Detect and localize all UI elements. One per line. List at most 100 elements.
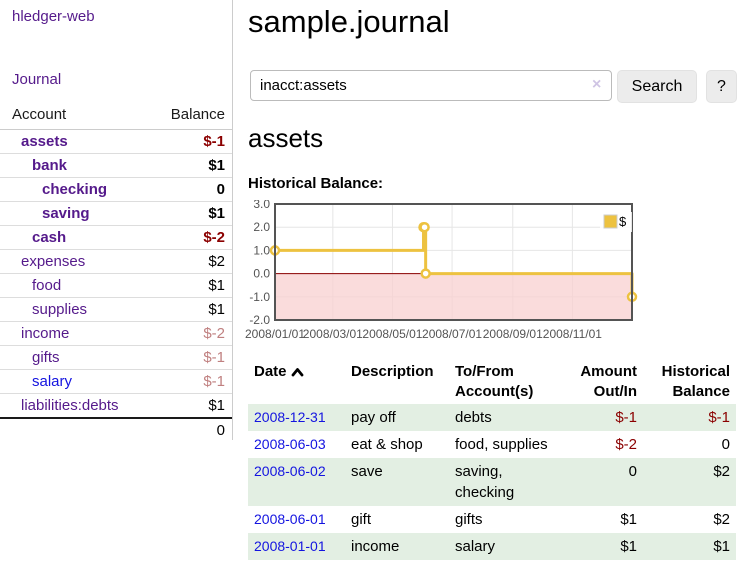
register-row: 2008-06-02 save saving, checking 0 $2 — [248, 458, 736, 506]
transaction-accounts: salary — [455, 538, 496, 555]
accounts-table: Account Balance assets $-1 bank $1 check… — [0, 103, 232, 442]
account-heading: assets — [248, 123, 324, 153]
transaction-description: eat & shop — [351, 436, 423, 453]
help-button[interactable]: ? — [706, 70, 737, 103]
sort-ascending-icon — [290, 363, 305, 383]
chart-border — [274, 203, 633, 321]
account-row: assets $-1 — [0, 130, 232, 154]
col-header-description: Description — [351, 363, 434, 380]
account-balance: $-2 — [152, 321, 232, 346]
y-tick-label: 1.0 — [253, 243, 270, 257]
account-link-assets[interactable]: assets — [21, 133, 68, 150]
account-row: supplies $1 — [0, 297, 232, 322]
transaction-description: gift — [351, 511, 372, 528]
account-row: gifts $-1 — [0, 345, 232, 370]
clear-search-icon[interactable]: × — [592, 76, 602, 93]
transaction-accounts: gifts — [455, 511, 483, 528]
account-balance: $-1 — [203, 133, 225, 150]
transaction-description: income — [351, 538, 400, 555]
account-link-bank[interactable]: bank — [32, 157, 68, 174]
account-balance: $-1 — [152, 369, 232, 394]
sidebar-item-journal[interactable]: Journal — [12, 71, 62, 88]
account-link-gifts[interactable]: gifts — [32, 349, 60, 366]
sidebar: hledger-web Journal Account Balance asse… — [0, 0, 233, 442]
account-link-cash[interactable]: cash — [32, 229, 67, 246]
account-balance: $1 — [152, 393, 232, 418]
x-tick-label: 2008/01/01 — [245, 327, 305, 341]
account-link-saving[interactable]: saving — [42, 205, 90, 222]
col-header-date[interactable]: Date — [248, 360, 345, 404]
account-balance: $1 — [152, 273, 232, 298]
register-table: Date Description To/From Account(s) Amou… — [248, 360, 736, 560]
transaction-description: save — [351, 463, 383, 480]
transaction-balance: $2 — [713, 511, 730, 528]
account-row: checking 0 — [0, 177, 232, 202]
x-tick-label: 2008/09/01 — [483, 327, 543, 341]
transaction-description: pay off — [351, 409, 396, 426]
register-row: 2008-06-01 gift gifts $1 $2 — [248, 506, 736, 533]
data-point — [420, 268, 431, 279]
account-balance: $-1 — [152, 345, 232, 370]
legend-label: $ — [619, 214, 627, 229]
transaction-accounts: debts — [455, 409, 492, 426]
transaction-date-link[interactable]: 2008-12-31 — [254, 409, 326, 425]
account-link-liabilities-debts[interactable]: liabilities:debts — [21, 397, 119, 414]
x-tick-label: 2008/11/01 — [543, 327, 602, 341]
account-link-salary[interactable]: salary — [32, 373, 73, 390]
x-tick-label: 2008/05/01 — [362, 327, 422, 341]
transaction-balance: $2 — [713, 463, 730, 480]
col-header-accounts: To/From Account(s) — [455, 363, 534, 400]
transaction-date-link[interactable]: 2008-01-01 — [254, 538, 326, 554]
transaction-date-link[interactable]: 2008-06-01 — [254, 511, 326, 527]
account-row: liabilities:debts $1 — [0, 393, 232, 418]
account-row: bank $1 — [0, 153, 232, 178]
col-header-balance: Historical Balance — [661, 363, 730, 400]
account-balance: $2 — [152, 249, 232, 274]
legend-swatch-icon — [603, 214, 618, 229]
account-link-supplies[interactable]: supplies — [32, 301, 88, 318]
account-link-income[interactable]: income — [21, 325, 70, 342]
x-tick-label: 2008/07/01 — [422, 327, 482, 341]
date-header-label: Date — [254, 363, 287, 380]
transaction-date-link[interactable]: 2008-06-03 — [254, 436, 326, 452]
y-tick-label: 2.0 — [253, 220, 270, 234]
y-tick-label: 0.0 — [253, 267, 270, 281]
account-row: food $1 — [0, 273, 232, 298]
account-link-checking[interactable]: checking — [42, 181, 108, 198]
accounts-total-balance: 0 — [152, 417, 232, 442]
y-tick-label: -1.0 — [249, 290, 270, 304]
account-row: saving $1 — [0, 201, 232, 226]
transaction-amount: $1 — [620, 511, 637, 528]
register-row: 2008-12-31 pay off debts $-1 $-1 — [248, 404, 736, 431]
account-link-food[interactable]: food — [32, 277, 62, 294]
y-tick-label: -2.0 — [249, 313, 270, 327]
x-tick-label: 2008/03/01 — [303, 327, 363, 341]
transaction-accounts: food, supplies — [455, 436, 548, 453]
search-button[interactable]: Search — [617, 70, 697, 103]
account-balance: 0 — [152, 177, 232, 202]
register-row: 2008-06-03 eat & shop food, supplies $-2… — [248, 431, 736, 458]
transaction-amount: 0 — [628, 463, 637, 480]
page-title: sample.journal — [248, 4, 450, 39]
account-row: cash $-2 — [0, 225, 232, 250]
negative-region — [275, 273, 632, 320]
col-header-amount: Amount Out/In — [580, 363, 637, 400]
transaction-amount: $-2 — [615, 436, 637, 453]
transaction-amount: $1 — [620, 538, 637, 555]
account-balance: $1 — [152, 297, 232, 322]
accounts-total-row: 0 — [0, 417, 232, 442]
transaction-accounts: saving, checking — [455, 463, 515, 501]
app-title-link[interactable]: hledger-web — [12, 8, 95, 25]
account-link-expenses[interactable]: expenses — [21, 253, 86, 270]
account-balance: $1 — [152, 201, 232, 226]
search-input[interactable] — [250, 70, 612, 101]
account-balance: $-2 — [152, 225, 232, 250]
y-tick-label: 3.0 — [253, 200, 270, 211]
account-row: salary $-1 — [0, 369, 232, 394]
transaction-amount: $-1 — [615, 409, 637, 426]
transaction-date-link[interactable]: 2008-06-02 — [254, 463, 326, 479]
accounts-column-header: Account — [0, 103, 153, 130]
register-row: 2008-01-01 income salary $1 $1 — [248, 533, 736, 560]
transaction-balance: $-1 — [708, 409, 730, 426]
